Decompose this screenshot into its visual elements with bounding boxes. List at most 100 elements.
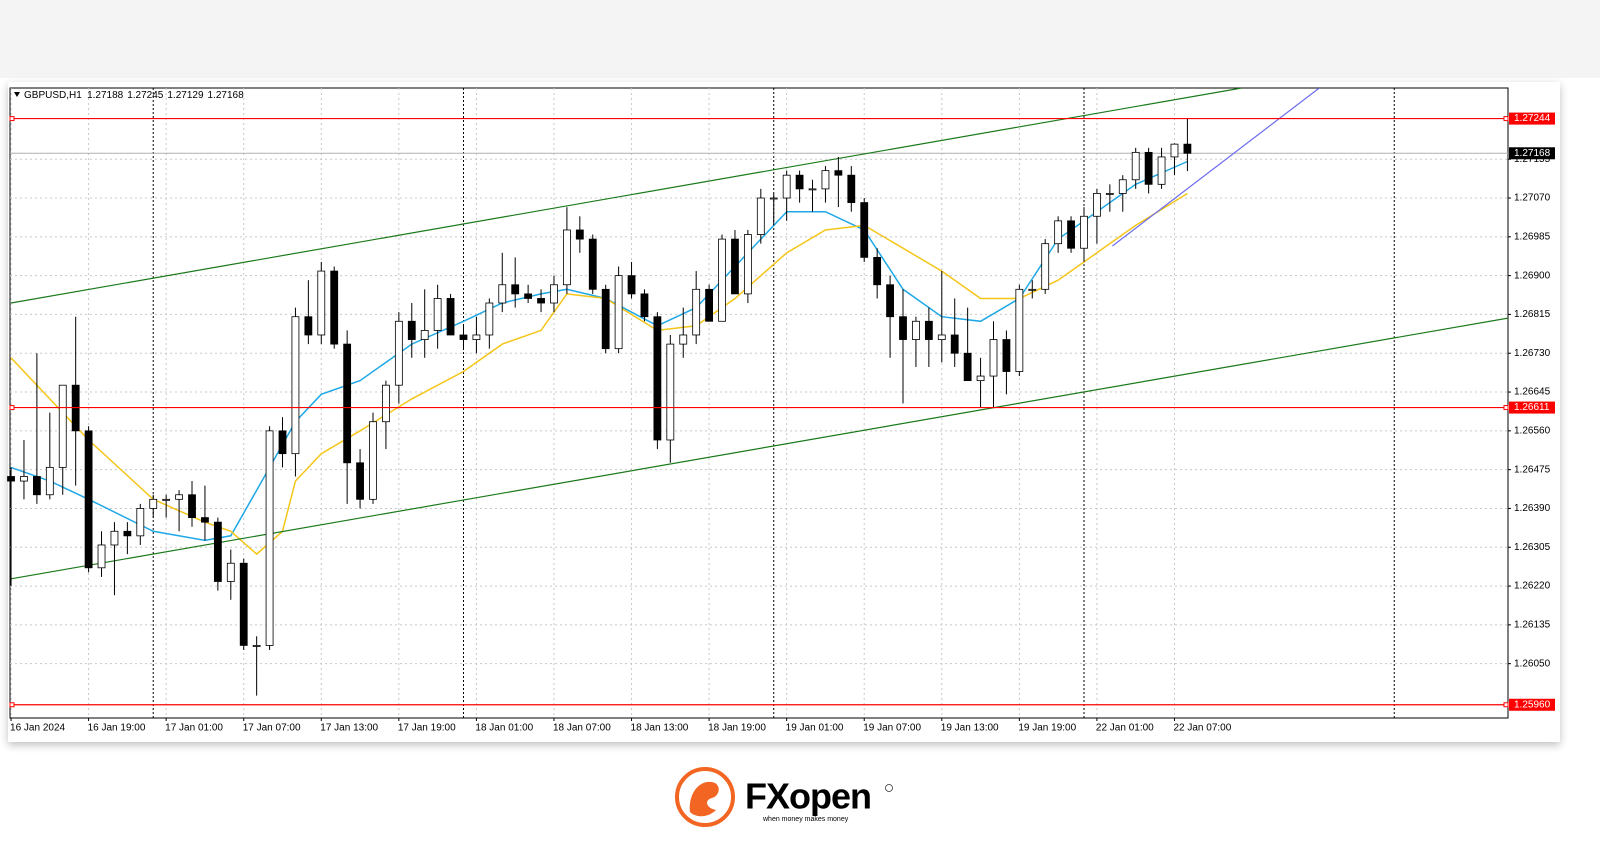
candle-body [1131,151,1140,181]
level-label: 1.27244 [1514,113,1551,124]
x-tick-label: 18 Jan 19:00 [708,723,766,734]
x-tick-label: 18 Jan 07:00 [553,723,611,734]
candle-body [640,293,649,318]
candle-body [149,498,158,509]
x-tick-label: 17 Jan 19:00 [398,723,456,734]
indicator-line [10,317,1508,580]
candle-body [847,174,856,203]
candle-body [821,170,830,190]
level-tag [1509,698,1555,711]
candle-body [58,384,67,468]
candle-body [123,530,132,537]
level-handle [1503,702,1509,708]
candle-body [1067,220,1075,249]
candle-body [188,494,196,518]
candle-body [472,334,481,340]
candle-body [537,298,545,304]
x-tick-label: 17 Jan 01:00 [165,723,223,734]
level-handle [1503,116,1509,122]
logo-tagline: when money makes money [762,816,849,823]
x-tick-label: 16 Jan 2024 [10,723,65,734]
level-handle [9,116,15,122]
x-tick-label: 22 Jan 07:00 [1173,723,1231,734]
header-close: 1.27168 [208,90,245,101]
x-tick-label: 18 Jan 01:00 [475,723,533,734]
indicator-group [10,88,1508,580]
candle-body [459,334,468,340]
candle-body [679,334,688,345]
candle-body [278,430,287,455]
candle-body [252,645,261,647]
candle-body [446,298,455,336]
y-tick-label: 1.26730 [1514,348,1551,359]
candle-body [1170,143,1179,158]
candle-body [1157,156,1166,185]
x-tick-label: 18 Jan 13:00 [631,723,689,734]
chart-layer: 1.27155 1.27070 1.26985 1.26900 1.26815 1.267… [7,88,1555,734]
indicator-line [10,160,1188,542]
candle-body [692,288,701,336]
chart-title: GBPUSD,H1 [24,90,82,101]
candle-body [924,320,933,340]
candle-body [175,494,183,500]
top-band [0,0,1600,78]
level-handle [9,405,15,411]
level-tag [1509,401,1555,414]
header-open: 1.27188 [87,90,124,101]
candle-body [873,256,882,286]
candle-body [239,562,248,646]
candle-body [407,320,416,340]
candle-body [382,384,390,423]
level-handle [9,702,15,708]
candle-body [498,284,507,304]
candle-body [394,320,403,386]
candle-body [420,330,429,340]
candle-body [1080,215,1088,249]
candle-body [627,275,636,295]
price-tag-label: 1.27168 [1514,148,1551,159]
logo-dragon [689,781,719,817]
header: GBPUSD,H1 1.27188 1.27245 1.27129 1.27168 [24,90,244,101]
candle-body [1015,288,1024,372]
candle-body [601,288,610,350]
header-low: 1.27129 [167,90,204,101]
y-tick-label: 1.26135 [1514,620,1551,631]
candle-body [201,517,209,523]
y-tick-label: 1.26645 [1514,387,1551,398]
plot-area [9,87,1509,719]
y-tick-label: 1.26560 [1514,425,1551,436]
candle-body [97,544,106,569]
candle-body [563,229,571,286]
candle-body [511,284,520,295]
y-tick-label: 1.26475 [1514,464,1551,475]
candle-body [213,521,222,582]
candle-body [84,430,93,569]
candle-body [937,334,946,340]
y-tick-label: 1.27070 [1514,193,1551,204]
indicator-line [10,88,1242,304]
candle-body [653,316,662,441]
level-tag [1509,112,1555,125]
candle-body [963,352,972,382]
candle-body [575,229,584,240]
x-tick-label: 16 Jan 19:00 [88,723,146,734]
level-label: 1.25960 [1514,699,1551,710]
candle-body [304,316,313,336]
y-tick-label: 1.26220 [1514,581,1551,592]
x-tick-label: 17 Jan 13:00 [320,723,378,734]
candle-body [976,375,985,382]
candle-body [834,170,843,176]
candle-body [1041,243,1050,290]
candle-body [1183,143,1192,154]
y-tick-label: 1.26305 [1514,542,1551,553]
candle-body [433,298,442,331]
logo-brand: FXopen [745,776,871,817]
candle-body [989,339,998,377]
y-tick-label: 1.26050 [1514,658,1551,669]
candle-body [860,202,869,258]
candle-body [1118,179,1127,194]
candle-body [7,476,15,482]
candle-body [45,466,54,496]
